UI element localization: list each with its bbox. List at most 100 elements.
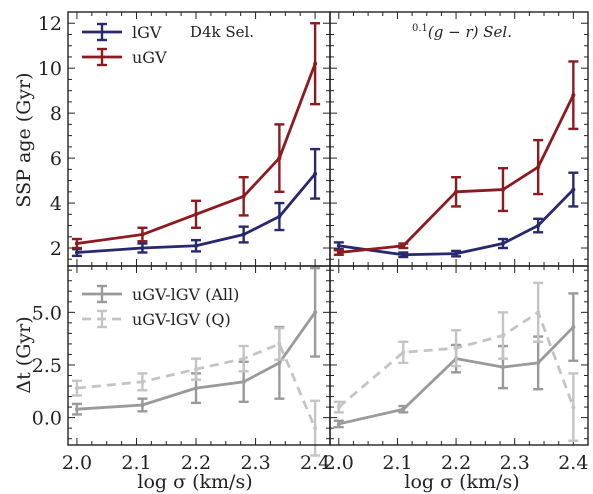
y-tick-label: 5.0 xyxy=(32,302,62,324)
bottom-right-series-1-errorbar xyxy=(533,281,544,344)
data-point xyxy=(74,250,79,255)
top-right-title-superscript: 0.1 xyxy=(412,23,428,34)
data-point xyxy=(571,405,576,410)
data-point xyxy=(401,350,406,355)
top-left-panel-title: D4k Sel. xyxy=(190,23,254,41)
data-point xyxy=(74,241,79,246)
bottom-right-panel: 2.0 2.1 2.2 2.3 2.4 xyxy=(324,265,589,474)
top-right-series-1-errorbar xyxy=(398,242,409,250)
x-tick-label: 2.0 xyxy=(324,452,354,474)
bottom-left-series-0-errorbar xyxy=(71,402,82,416)
right-x-axis-label: log σ (km/s) xyxy=(404,471,519,493)
top-right-series-1-errorbar xyxy=(333,249,344,256)
top-y-axis-label: SSP age (Gyr) xyxy=(13,72,35,207)
top-right-series-0-line xyxy=(338,188,575,257)
legend-label: lGV xyxy=(132,23,162,42)
x-tick-label: 2.1 xyxy=(382,452,412,474)
data-point xyxy=(401,243,406,248)
data-point xyxy=(336,421,341,426)
y-tick-label: 4 xyxy=(50,193,62,215)
y-tick-label: 6 xyxy=(50,148,62,170)
x-tick-label: 2.0 xyxy=(62,452,92,474)
data-point xyxy=(241,356,246,361)
top-right-series-0-errorbar xyxy=(398,251,409,259)
top-left-series-1-errorbar xyxy=(191,199,202,229)
top-right-series-1-errorbar xyxy=(451,176,462,208)
y-tick-label: 2 xyxy=(50,238,62,260)
bottom-right-series-0-errorbar xyxy=(398,404,409,414)
bottom-right-series-1-errorbar xyxy=(451,329,462,368)
top-right-series-1-errorbar xyxy=(533,138,544,196)
data-point xyxy=(454,251,459,256)
data-point xyxy=(241,232,246,237)
top-left-series-0-errorbar xyxy=(274,201,285,232)
bottom-left-series-0-errorbar xyxy=(137,397,148,413)
data-point xyxy=(571,187,576,192)
bottom-left-series-1-errorbar xyxy=(274,326,285,361)
legend-label: uGV-lGV (All) xyxy=(132,285,239,304)
bottom-left-series-1-errorbar xyxy=(191,357,202,381)
data-point xyxy=(194,367,199,372)
x-tick-label: 2.2 xyxy=(441,452,471,474)
data-point xyxy=(571,93,576,98)
x-tick-label: 2.1 xyxy=(121,452,151,474)
data-point xyxy=(277,156,282,161)
bottom-right-series-0-line xyxy=(338,326,575,426)
bottom-right-series-1-line xyxy=(337,310,575,409)
top-right-series-0-errorbar xyxy=(451,249,462,258)
data-point xyxy=(313,426,318,431)
panels: 2 4 6 8 10 12 lGV uGV 0.0 2.5 5.0 2.0 2.1 2.2 2.3 2.4 uG… xyxy=(32,11,589,474)
data-point xyxy=(536,310,541,315)
top-right-frame xyxy=(329,11,589,267)
legend-label: uGV-lGV (Q) xyxy=(132,310,231,329)
y-tick-label: 0.0 xyxy=(32,408,62,430)
y-tick-label: 8 xyxy=(50,103,62,125)
data-point xyxy=(140,246,145,251)
data-point xyxy=(454,189,459,194)
data-point xyxy=(500,241,505,246)
data-point xyxy=(500,187,505,192)
data-point xyxy=(500,333,505,338)
bottom-left-series-0-errorbar xyxy=(310,266,321,358)
x-tick-label: 2.4 xyxy=(558,452,588,474)
top-left-legend: lGV uGV xyxy=(82,22,167,67)
top-right-series-0-errorbar xyxy=(533,217,544,234)
data-point xyxy=(336,405,341,410)
bottom-y-axis-label: Δt (Gyr) xyxy=(13,316,35,393)
bottom-right-series-1-errorbar xyxy=(333,400,344,414)
bottom-left-series-1-errorbar xyxy=(238,344,249,373)
data-point xyxy=(241,379,246,384)
legend-label: uGV xyxy=(132,48,167,67)
data-point xyxy=(536,223,541,228)
data-point xyxy=(74,407,79,412)
top-right-panel xyxy=(329,11,589,267)
top-left-series-0-line xyxy=(76,172,317,254)
data-point xyxy=(140,379,145,384)
x-tick-label: 2.3 xyxy=(240,452,270,474)
bottom-right-series-0-errorbar xyxy=(568,292,579,362)
data-point xyxy=(277,360,282,365)
data-point xyxy=(241,194,246,199)
data-point xyxy=(74,386,79,391)
y-tick-label: 2.5 xyxy=(32,355,62,377)
bottom-right-series-0-errorbar xyxy=(333,419,344,429)
data-point xyxy=(401,407,406,412)
top-right-series-0-errorbar xyxy=(497,237,508,250)
data-point xyxy=(571,325,576,330)
data-point xyxy=(277,214,282,219)
data-point xyxy=(336,243,341,248)
bottom-left-series-1-errorbar xyxy=(137,372,148,392)
bottom-left-legend: uGV-lGV (All) uGV-lGV (Q) xyxy=(82,284,239,329)
bottom-left-series-1-errorbar xyxy=(310,399,321,457)
data-point xyxy=(140,402,145,407)
data-point xyxy=(313,171,318,176)
top-right-title-main: (g − r) Sel. xyxy=(428,23,512,41)
top-left-series-0-errorbar xyxy=(310,147,321,200)
bottom-left-series-0-line xyxy=(76,311,317,411)
x-tick-label: 2.3 xyxy=(500,452,530,474)
bottom-right-series-1-errorbar xyxy=(568,372,579,442)
data-point xyxy=(500,365,505,370)
top-left-series-1-errorbar xyxy=(310,22,321,106)
